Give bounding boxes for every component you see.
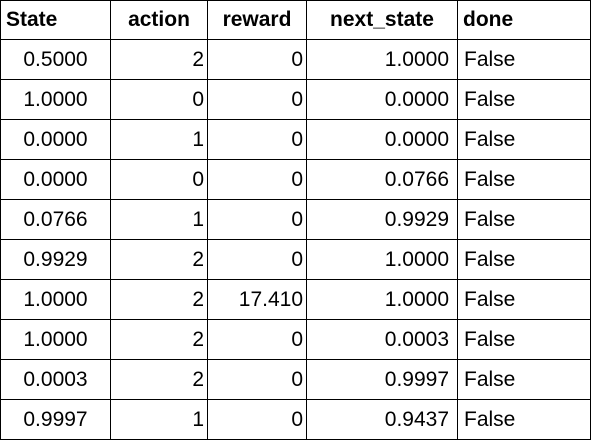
action-cell: 2	[110, 279, 208, 320]
reward-cell: 0	[207, 239, 307, 280]
header-state: State	[0, 0, 111, 40]
done-cell: False	[457, 239, 591, 280]
state-cell: 0.0000	[0, 119, 111, 160]
table-row: 0.0000 0 0 0.0766 False	[0, 159, 591, 200]
reward-cell: 0	[207, 79, 307, 120]
table-row: 0.5000 2 0 1.0000 False	[0, 39, 591, 80]
reward-cell: 0	[207, 359, 307, 400]
next-state-cell: 1.0000	[306, 239, 458, 280]
header-done: done	[457, 0, 591, 40]
state-cell: 0.0003	[0, 359, 111, 400]
table-row: 0.0000 1 0 0.0000 False	[0, 119, 591, 160]
state-cell: 0.9929	[0, 239, 111, 280]
next-state-cell: 0.0766	[306, 159, 458, 200]
reward-cell: 0	[207, 119, 307, 160]
next-state-cell: 0.9997	[306, 359, 458, 400]
state-cell: 0.9997	[0, 399, 111, 440]
done-cell: False	[457, 79, 591, 120]
done-cell: False	[457, 39, 591, 80]
reward-cell: 0	[207, 399, 307, 440]
state-cell: 0.0766	[0, 199, 111, 240]
next-state-cell: 0.9437	[306, 399, 458, 440]
state-cell: 0.0000	[0, 159, 111, 200]
action-cell: 1	[110, 199, 208, 240]
table-row: 1.0000 2 0 0.0003 False	[0, 319, 591, 360]
header-row: State action reward next_state done	[0, 0, 591, 40]
reward-cell: 17.410	[207, 279, 307, 320]
action-cell: 1	[110, 399, 208, 440]
done-cell: False	[457, 159, 591, 200]
reward-cell: 0	[207, 39, 307, 80]
table-row: 0.0003 2 0 0.9997 False	[0, 359, 591, 400]
next-state-cell: 0.0003	[306, 319, 458, 360]
next-state-cell: 1.0000	[306, 39, 458, 80]
done-cell: False	[457, 119, 591, 160]
table-row: 0.9997 1 0 0.9437 False	[0, 399, 591, 440]
action-cell: 0	[110, 79, 208, 120]
done-cell: False	[457, 279, 591, 320]
reward-cell: 0	[207, 319, 307, 360]
action-cell: 1	[110, 119, 208, 160]
action-cell: 2	[110, 319, 208, 360]
done-cell: False	[457, 199, 591, 240]
reward-cell: 0	[207, 199, 307, 240]
table-row: 0.0766 1 0 0.9929 False	[0, 199, 591, 240]
done-cell: False	[457, 359, 591, 400]
header-reward: reward	[207, 0, 307, 40]
done-cell: False	[457, 319, 591, 360]
state-cell: 1.0000	[0, 79, 111, 120]
reward-cell: 0	[207, 159, 307, 200]
table-row: 0.9929 2 0 1.0000 False	[0, 239, 591, 280]
header-next-state: next_state	[306, 0, 458, 40]
table-row: 1.0000 2 17.410 1.0000 False	[0, 279, 591, 320]
state-cell: 1.0000	[0, 319, 111, 360]
action-cell: 2	[110, 239, 208, 280]
action-cell: 0	[110, 159, 208, 200]
state-cell: 0.5000	[0, 39, 111, 80]
done-cell: False	[457, 399, 591, 440]
next-state-cell: 0.0000	[306, 79, 458, 120]
action-cell: 2	[110, 39, 208, 80]
action-cell: 2	[110, 359, 208, 400]
next-state-cell: 0.9929	[306, 199, 458, 240]
header-action: action	[110, 0, 208, 40]
next-state-cell: 1.0000	[306, 279, 458, 320]
next-state-cell: 0.0000	[306, 119, 458, 160]
table-row: 1.0000 0 0 0.0000 False	[0, 79, 591, 120]
state-cell: 1.0000	[0, 279, 111, 320]
